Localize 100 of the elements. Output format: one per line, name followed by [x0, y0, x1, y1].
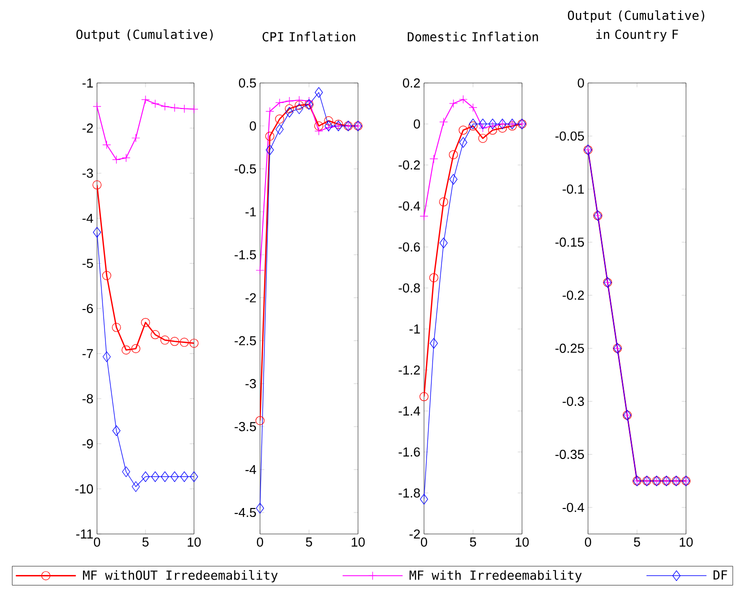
point — [439, 118, 448, 126]
point — [266, 107, 274, 116]
legend-label: MF withOUT Irredeemability — [83, 570, 278, 582]
x-tick-label: 5 — [306, 538, 312, 547]
x-tick-label: 5 — [470, 538, 476, 547]
point — [150, 330, 160, 340]
point — [190, 471, 198, 482]
x-tick-label: 10 — [516, 538, 529, 547]
point — [151, 471, 160, 482]
y-tick-label: -4 — [82, 214, 94, 223]
point — [92, 226, 102, 238]
y-tick-label: -1.5 — [234, 250, 256, 260]
y-tick-label: -0.1 — [562, 184, 584, 194]
y-tick-label: -0.15 — [555, 238, 584, 247]
x-tick-label: 0 — [94, 538, 100, 547]
point — [141, 471, 150, 482]
point — [294, 100, 304, 110]
point — [180, 338, 189, 347]
y-tick-label: -7 — [82, 349, 93, 358]
point — [478, 118, 487, 130]
point — [478, 124, 488, 132]
point — [190, 338, 199, 348]
point — [256, 266, 264, 275]
point — [160, 471, 169, 482]
point — [92, 180, 102, 190]
y-tick-label: -3 — [82, 168, 93, 178]
point — [304, 96, 314, 106]
point — [132, 481, 140, 492]
y-tick-label: -0.2 — [562, 290, 584, 300]
y-tick-label: -0.2 — [398, 160, 420, 170]
point — [112, 425, 120, 436]
point — [459, 137, 468, 148]
point — [266, 144, 274, 156]
point — [170, 336, 180, 346]
point — [265, 132, 274, 141]
y-tick-label: -1.4 — [398, 406, 420, 416]
point — [324, 123, 333, 132]
point — [420, 494, 428, 504]
y-tick-label: -2 — [410, 529, 420, 539]
y-tick-label: 0 — [414, 119, 420, 129]
point — [160, 102, 170, 111]
y-tick-label: -0.35 — [555, 450, 584, 459]
point — [458, 95, 468, 104]
y-tick-label: -1.8 — [398, 488, 420, 498]
x-tick-label: 5 — [142, 538, 149, 547]
x-tick-label: 0 — [584, 538, 592, 547]
y-tick-label: -0.25 — [555, 344, 584, 353]
y-tick-label: -1.6 — [398, 447, 420, 457]
y-tick-label: -2 — [246, 293, 256, 302]
point — [141, 95, 150, 104]
legend-label: MF with Irredeemability — [410, 570, 582, 582]
x-tick-label: 10 — [188, 538, 201, 547]
y-tick-label: -1 — [410, 324, 420, 334]
point — [170, 103, 179, 112]
y-tick-label: -2.5 — [234, 336, 256, 346]
point — [112, 322, 121, 332]
point — [256, 502, 264, 514]
y-tick-label: 0.5 — [238, 78, 256, 88]
point — [190, 104, 198, 114]
point — [478, 134, 488, 143]
point — [275, 114, 284, 124]
point — [468, 103, 478, 112]
point — [420, 212, 428, 221]
chart-title: Domestic Inflation — [408, 32, 538, 42]
x-tick-label: 0 — [420, 538, 428, 547]
y-tick-label: -6 — [82, 304, 93, 314]
point — [295, 103, 304, 114]
y-tick-label: -0.5 — [234, 164, 256, 174]
point — [430, 154, 438, 164]
y-tick-label: -11 — [76, 530, 93, 538]
y-tick-label: -2 — [82, 124, 93, 133]
point — [180, 104, 189, 113]
point — [314, 121, 324, 130]
point — [324, 116, 334, 126]
point — [92, 102, 102, 111]
y-tick-label: -0.4 — [398, 201, 420, 211]
point — [285, 96, 294, 106]
point — [314, 87, 323, 98]
point — [324, 120, 333, 132]
y-tick-label: -3.5 — [234, 422, 256, 432]
point — [122, 154, 130, 162]
y-tick-label: -10 — [75, 484, 93, 494]
y-tick-label: -0.05 — [555, 131, 584, 141]
y-tick-label: 0.2 — [402, 78, 420, 88]
point — [102, 140, 112, 150]
chart-title: Output (Cumulative) — [76, 29, 213, 42]
point — [102, 271, 112, 280]
y-tick-label: -3 — [246, 379, 256, 388]
point — [439, 197, 448, 206]
point — [488, 122, 497, 130]
point — [420, 392, 429, 402]
x-tick-label: 5 — [634, 538, 640, 547]
point — [468, 118, 478, 130]
point — [294, 96, 304, 104]
point — [458, 126, 468, 135]
y-tick-label: 0 — [250, 121, 256, 131]
y-tick-label: -5 — [82, 258, 93, 268]
point — [180, 471, 188, 482]
point — [448, 150, 458, 160]
point — [488, 118, 497, 130]
